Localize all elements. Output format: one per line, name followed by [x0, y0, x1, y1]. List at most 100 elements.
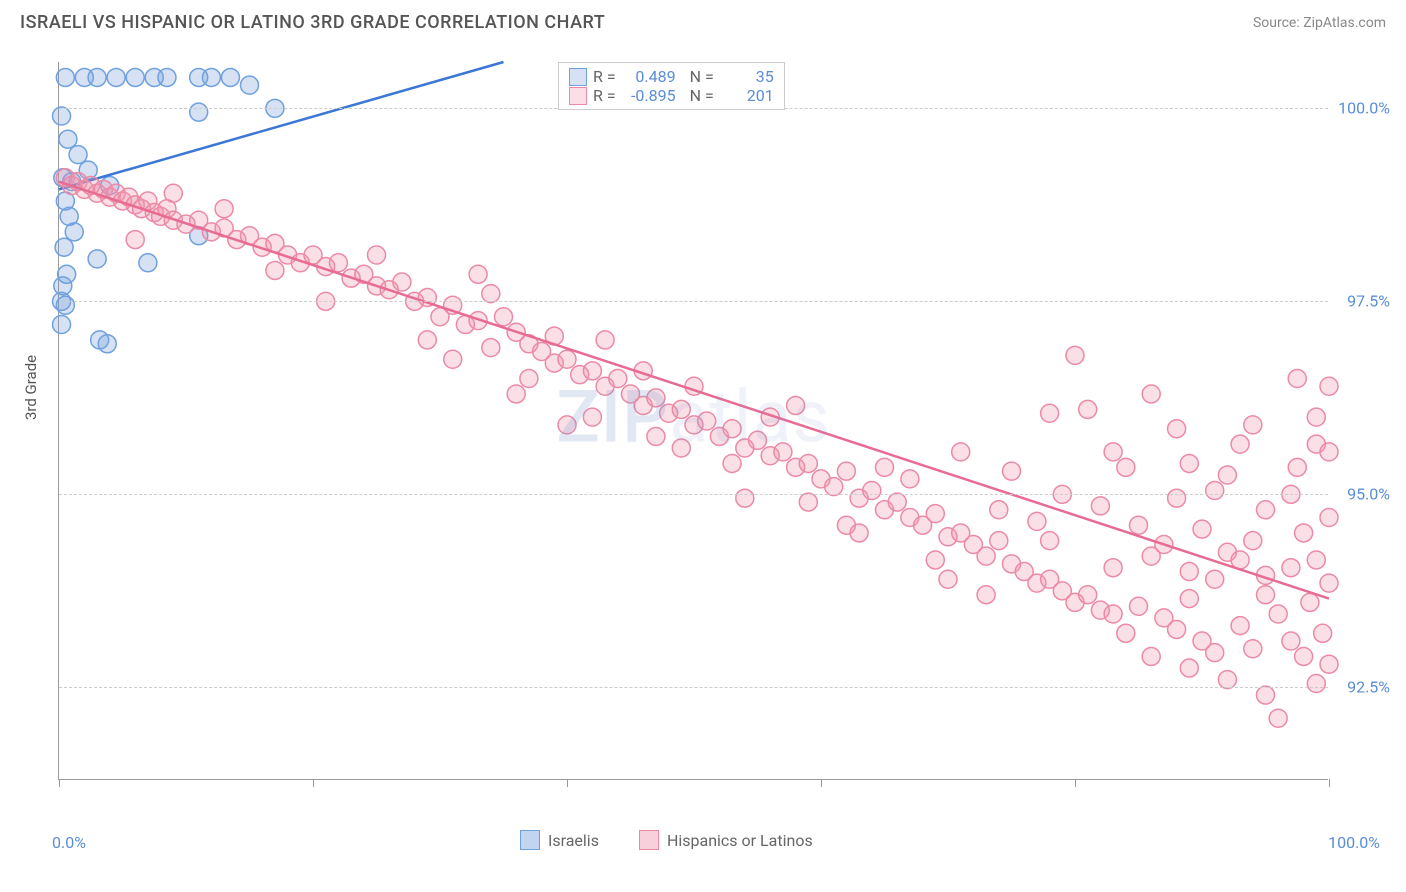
- data-point: [1168, 489, 1186, 507]
- data-point: [926, 551, 944, 569]
- data-point: [1180, 563, 1198, 581]
- plot-area: ZIPatlas: [58, 62, 1328, 780]
- data-point: [1003, 462, 1021, 480]
- data-point: [1314, 624, 1332, 642]
- data-point: [876, 458, 894, 476]
- data-point: [1041, 532, 1059, 550]
- x-tick: [1329, 779, 1330, 787]
- data-point: [1257, 586, 1275, 604]
- data-point: [1180, 659, 1198, 677]
- data-point: [482, 285, 500, 303]
- y-tick-label: 95.0%: [1347, 485, 1390, 504]
- data-point: [1206, 481, 1224, 499]
- data-point: [1066, 346, 1084, 364]
- data-point: [444, 350, 462, 368]
- data-point: [241, 76, 259, 94]
- data-point: [1218, 671, 1236, 689]
- data-point: [698, 412, 716, 430]
- data-point: [596, 331, 614, 349]
- data-point: [647, 427, 665, 445]
- data-point: [837, 516, 855, 534]
- stats-row-hispanics: R = -0.895 N = 201: [569, 86, 774, 105]
- data-point: [609, 370, 627, 388]
- data-point: [1257, 686, 1275, 704]
- data-point: [1130, 597, 1148, 615]
- data-point: [736, 489, 754, 507]
- data-point: [1244, 640, 1262, 658]
- data-point: [1320, 574, 1338, 592]
- n-israelis: 35: [720, 67, 774, 86]
- data-point: [1269, 709, 1287, 727]
- data-point: [1320, 377, 1338, 395]
- data-point: [98, 335, 116, 353]
- data-point: [107, 68, 125, 86]
- data-point: [1307, 408, 1325, 426]
- legend-label-hispanics: Hispanics or Latinos: [667, 831, 813, 850]
- data-point: [1193, 520, 1211, 538]
- data-point: [1206, 570, 1224, 588]
- data-point: [65, 223, 83, 241]
- data-point: [1218, 466, 1236, 484]
- data-point: [1142, 647, 1160, 665]
- data-point: [799, 493, 817, 511]
- data-point: [520, 370, 538, 388]
- data-point: [977, 586, 995, 604]
- data-point: [990, 501, 1008, 519]
- data-point: [1206, 644, 1224, 662]
- data-point: [1307, 674, 1325, 692]
- data-point: [56, 68, 74, 86]
- x-tick-right: 100.0%: [1328, 833, 1380, 852]
- gridline: [59, 687, 1328, 688]
- data-point: [939, 570, 957, 588]
- y-tick-label: 97.5%: [1347, 292, 1390, 311]
- stats-row-israelis: R = 0.489 N = 35: [569, 67, 774, 86]
- data-point: [1028, 512, 1046, 530]
- data-point: [482, 339, 500, 357]
- scatter-svg: [59, 62, 1328, 779]
- data-point: [1320, 509, 1338, 527]
- trend-line: [59, 182, 1329, 599]
- data-point: [1301, 593, 1319, 611]
- data-point: [1231, 435, 1249, 453]
- data-point: [59, 130, 77, 148]
- data-point: [126, 231, 144, 249]
- data-point: [1282, 632, 1300, 650]
- data-point: [558, 350, 576, 368]
- data-point: [1295, 647, 1313, 665]
- data-point: [1041, 404, 1059, 422]
- data-point: [1320, 443, 1338, 461]
- data-point: [1117, 624, 1135, 642]
- x-tick: [59, 779, 60, 787]
- x-tick: [567, 779, 568, 787]
- data-point: [672, 400, 690, 418]
- data-point: [863, 481, 881, 499]
- stats-legend: R = 0.489 N = 35 R = -0.895 N = 201: [558, 62, 785, 110]
- swatch-hispanics: [569, 87, 587, 105]
- data-point: [558, 416, 576, 434]
- header: ISRAELI VS HISPANIC OR LATINO 3RD GRADE …: [0, 0, 1406, 41]
- legend-item-hispanics: Hispanics or Latinos: [639, 830, 813, 850]
- data-point: [1142, 385, 1160, 403]
- data-point: [926, 505, 944, 523]
- data-point: [901, 470, 919, 488]
- data-point: [1269, 605, 1287, 623]
- data-point: [1288, 370, 1306, 388]
- data-point: [647, 389, 665, 407]
- legend-swatch-israelis: [520, 830, 540, 850]
- data-point: [1168, 420, 1186, 438]
- data-point: [723, 454, 741, 472]
- data-point: [825, 478, 843, 496]
- data-point: [1282, 559, 1300, 577]
- data-point: [1307, 551, 1325, 569]
- data-point: [368, 246, 386, 264]
- data-point: [672, 439, 690, 457]
- data-point: [1104, 559, 1122, 577]
- gridline: [59, 494, 1328, 495]
- data-point: [215, 200, 233, 218]
- data-point: [1168, 620, 1186, 638]
- data-point: [88, 250, 106, 268]
- data-point: [837, 462, 855, 480]
- data-point: [749, 431, 767, 449]
- data-point: [977, 547, 995, 565]
- data-point: [393, 273, 411, 291]
